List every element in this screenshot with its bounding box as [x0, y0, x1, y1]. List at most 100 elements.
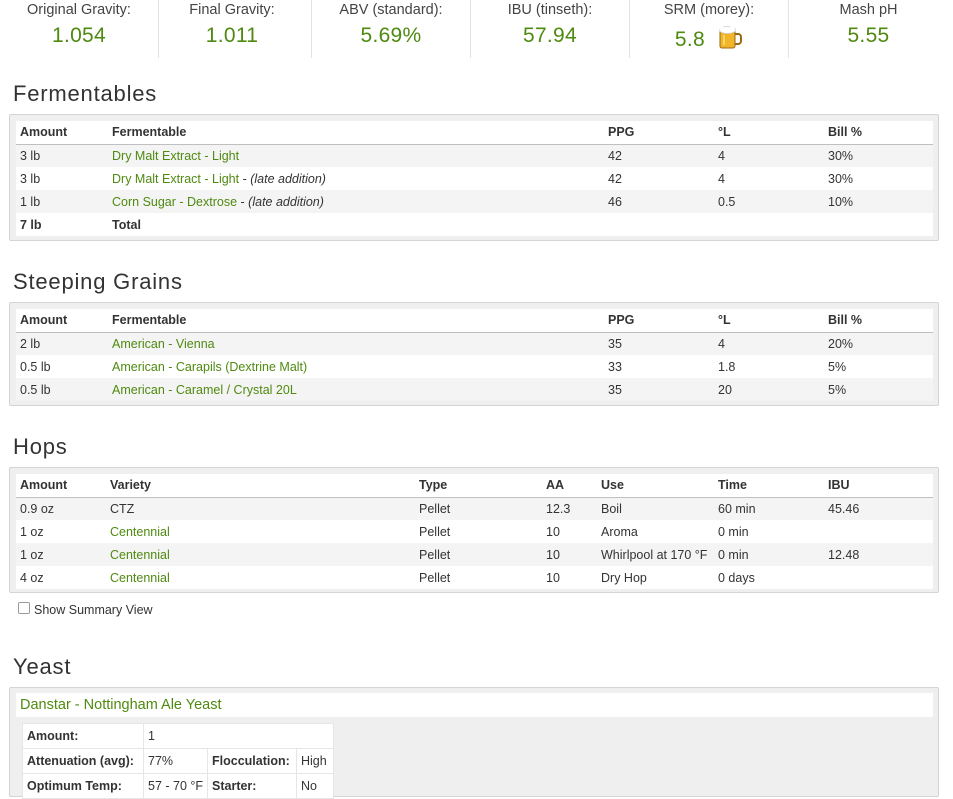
- attenuation-label: Attenuation (avg):: [22, 748, 144, 774]
- amount-cell: 0.9 oz: [16, 497, 106, 520]
- table-header-row: Amount Fermentable PPG °L Bill %: [16, 309, 933, 333]
- stat-label: ABV (standard):: [339, 2, 443, 18]
- table-row: Optimum Temp: 57 - 70 °F Starter: No: [22, 773, 334, 799]
- time-cell: 0 days: [714, 566, 824, 589]
- hop-link[interactable]: Centennial: [110, 524, 170, 539]
- col-fermentable: Fermentable: [108, 121, 604, 145]
- col-amount: Amount: [16, 121, 108, 145]
- optimum-temp-value: 57 - 70 °F: [143, 773, 208, 799]
- table-header-row: Amount Variety Type AA Use Time IBU: [16, 474, 933, 498]
- col-lovibond: °L: [714, 121, 824, 145]
- table-header-row: Amount Fermentable PPG °L Bill %: [16, 121, 933, 145]
- yeast-details-table: Amount: 1 Attenuation (avg): 77% Floccul…: [22, 723, 334, 799]
- steeping-grains-panel: Amount Fermentable PPG °L Bill % 2 lb Am…: [9, 302, 939, 406]
- hops-table: Amount Variety Type AA Use Time IBU 0.9 …: [16, 474, 933, 589]
- grain-link[interactable]: American - Carapils (Dextrine Malt): [112, 359, 308, 374]
- stat-label: Original Gravity:: [27, 2, 131, 18]
- lovibond-cell: 4: [714, 144, 824, 167]
- amount-value: 1: [143, 723, 334, 749]
- bill-cell: 20%: [824, 332, 933, 355]
- lovibond-cell: 0.5: [714, 190, 824, 213]
- amount-cell: 4 oz: [16, 566, 106, 589]
- stat-mash-ph: Mash pH 5.55: [789, 0, 948, 58]
- lovibond-cell: 4: [714, 167, 824, 190]
- stat-label: Final Gravity:: [189, 2, 275, 18]
- lovibond-cell: 20: [714, 378, 824, 401]
- starter-value: No: [296, 773, 334, 799]
- hop-link[interactable]: Centennial: [110, 547, 170, 562]
- ibu-cell: [824, 520, 933, 543]
- col-ppg: PPG: [604, 121, 714, 145]
- yeast-panel: Danstar - Nottingham Ale Yeast Amount: 1…: [9, 687, 939, 799]
- table-row: 1 lb Corn Sugar - Dextrose - (late addit…: [16, 190, 933, 213]
- aa-cell: 10: [542, 543, 597, 566]
- hops-panel: Amount Variety Type AA Use Time IBU 0.9 …: [9, 467, 939, 593]
- use-cell: Aroma: [597, 520, 714, 543]
- hop-link[interactable]: Centennial: [110, 570, 170, 585]
- stat-abv: ABV (standard): 5.69%: [312, 0, 471, 58]
- fermentable-cell: American - Vienna: [108, 332, 604, 355]
- table-row: 3 lb Dry Malt Extract - Light 42 4 30%: [16, 144, 933, 167]
- fermentable-link[interactable]: Corn Sugar - Dextrose: [112, 194, 238, 209]
- type-cell: Pellet: [415, 497, 542, 520]
- col-amount: Amount: [16, 309, 108, 333]
- table-row: 0.5 lb American - Carapils (Dextrine Mal…: [16, 355, 933, 378]
- time-cell: 60 min: [714, 497, 824, 520]
- stat-value: 5.8: [674, 28, 705, 51]
- stat-value: 5.55: [847, 24, 890, 47]
- col-use: Use: [597, 474, 714, 498]
- steeping-grains-heading: Steeping Grains: [13, 269, 183, 294]
- stat-value: 57.94: [522, 24, 578, 47]
- amount-cell: 1 lb: [16, 190, 108, 213]
- hops-heading: Hops: [13, 434, 68, 459]
- col-ibu: IBU: [824, 474, 933, 498]
- col-amount: Amount: [16, 474, 106, 498]
- table-row: 3 lb Dry Malt Extract - Light - (late ad…: [16, 167, 933, 190]
- variety-cell: Centennial: [106, 520, 415, 543]
- yeast-heading: Yeast: [13, 654, 72, 679]
- yeast-name-link[interactable]: Danstar - Nottingham Ale Yeast: [16, 693, 933, 717]
- attenuation-value: 77%: [143, 748, 208, 774]
- ibu-cell: [824, 566, 933, 589]
- grain-link[interactable]: American - Vienna: [112, 336, 215, 351]
- stat-label: IBU (tinseth):: [507, 2, 593, 18]
- col-type: Type: [415, 474, 542, 498]
- fermentables-table: Amount Fermentable PPG °L Bill % 3 lb Dr…: [16, 121, 933, 236]
- table-row: 1 oz Centennial Pellet 10 Whirlpool at 1…: [16, 543, 933, 566]
- type-cell: Pellet: [415, 543, 542, 566]
- table-row: 1 oz Centennial Pellet 10 Aroma 0 min: [16, 520, 933, 543]
- col-variety: Variety: [106, 474, 415, 498]
- col-lovibond: °L: [714, 309, 824, 333]
- ppg-cell: 33: [604, 355, 714, 378]
- variety-cell: Centennial: [106, 543, 415, 566]
- time-cell: 0 min: [714, 543, 824, 566]
- variety-cell: CTZ: [106, 497, 415, 520]
- bill-cell: 5%: [824, 378, 933, 401]
- table-row: 4 oz Centennial Pellet 10 Dry Hop 0 days: [16, 566, 933, 589]
- fermentable-cell: Dry Malt Extract - Light - (late additio…: [108, 167, 604, 190]
- fermentable-cell: American - Carapils (Dextrine Malt): [108, 355, 604, 378]
- table-row: 2 lb American - Vienna 35 4 20%: [16, 332, 933, 355]
- addition-note: (late addition): [250, 171, 326, 186]
- col-bill: Bill %: [824, 121, 933, 145]
- grain-link[interactable]: American - Caramel / Crystal 20L: [112, 382, 297, 397]
- use-cell: Boil: [597, 497, 714, 520]
- col-fermentable: Fermentable: [108, 309, 604, 333]
- fermentable-cell: Corn Sugar - Dextrose - (late addition): [108, 190, 604, 213]
- stat-srm: SRM (morey): 5.8: [630, 0, 789, 58]
- show-summary-checkbox[interactable]: [18, 602, 30, 614]
- flocculation-value: High: [296, 748, 334, 774]
- fermentable-link[interactable]: Dry Malt Extract - Light: [112, 148, 240, 163]
- fermentables-heading: Fermentables: [13, 81, 158, 106]
- aa-cell: 10: [542, 520, 597, 543]
- optimum-temp-label: Optimum Temp:: [22, 773, 144, 799]
- show-summary-toggle[interactable]: Show Summary View: [18, 602, 153, 617]
- starter-label: Starter:: [207, 773, 297, 799]
- total-label: Total: [108, 213, 604, 236]
- amount-cell: 2 lb: [16, 332, 108, 355]
- fermentable-link[interactable]: Dry Malt Extract - Light: [112, 171, 240, 186]
- ppg-cell: 35: [604, 332, 714, 355]
- stat-label: SRM (morey):: [663, 2, 755, 18]
- aa-cell: 12.3: [542, 497, 597, 520]
- amount-cell: 3 lb: [16, 144, 108, 167]
